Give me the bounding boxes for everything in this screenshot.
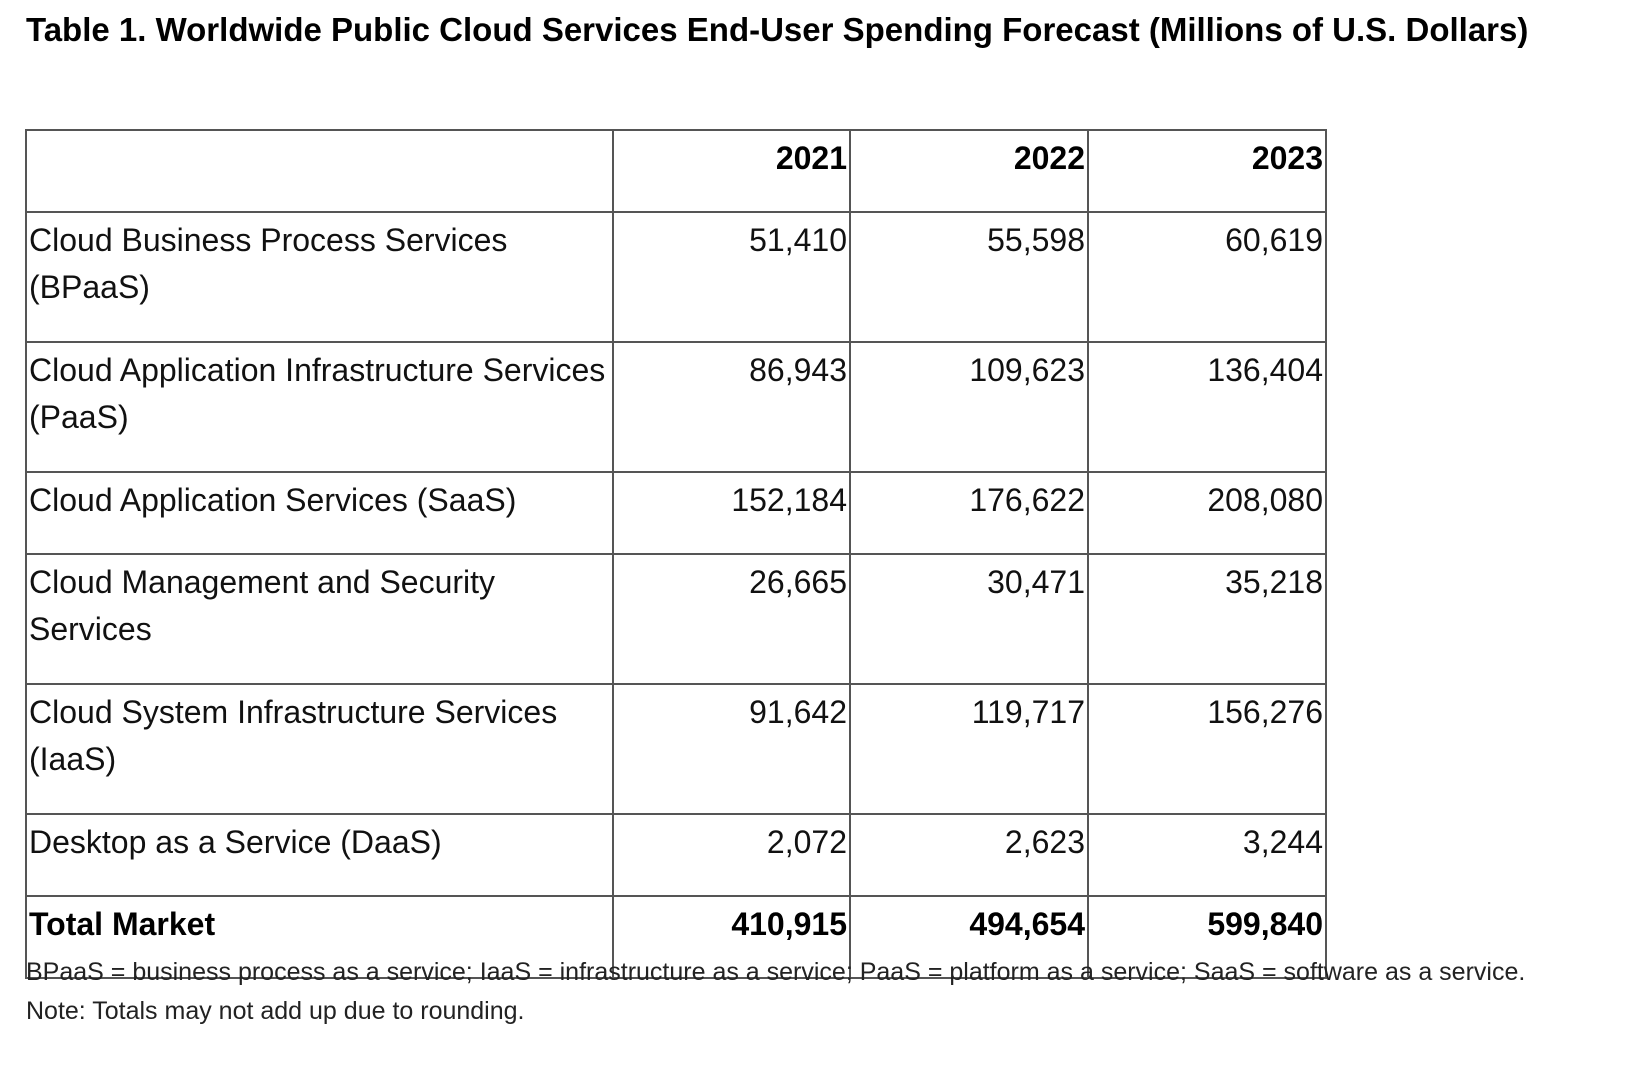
row-label: Cloud System Infrastructure Services (Ia… — [25, 683, 614, 815]
row-label: Cloud Business Process Services (BPaaS) — [25, 211, 614, 343]
table-footnote: BPaaS = business process as a service; I… — [26, 958, 1526, 1025]
row-label: Desktop as a Service (DaaS) — [25, 813, 614, 897]
header-cell-2023: 2023 — [1087, 129, 1327, 213]
value-cell: 60,619 — [1087, 211, 1327, 343]
value-cell: 91,642 — [612, 683, 851, 815]
header-cell-2022: 2022 — [849, 129, 1089, 213]
row-label: Cloud Management and Security Services — [25, 553, 614, 685]
value-cell: 35,218 — [1087, 553, 1327, 685]
value-cell: 109,623 — [849, 341, 1089, 473]
table-row: Cloud Management and Security Services 2… — [25, 553, 1327, 685]
value-cell: 208,080 — [1087, 471, 1327, 555]
value-cell: 119,717 — [849, 683, 1089, 815]
table-row: Cloud Application Services (SaaS) 152,18… — [25, 471, 1327, 555]
table-row: Cloud Application Infrastructure Service… — [25, 341, 1327, 473]
value-cell: 2,623 — [849, 813, 1089, 897]
table-row: Desktop as a Service (DaaS) 2,072 2,623 … — [25, 813, 1327, 897]
total-value-cell: 599,840 — [1087, 895, 1327, 979]
table-row: Cloud Business Process Services (BPaaS) … — [25, 211, 1327, 343]
value-cell: 51,410 — [612, 211, 851, 343]
header-cell-empty — [25, 129, 614, 213]
header-row: 2021 2022 2023 — [25, 129, 1327, 213]
total-label: Total Market — [25, 895, 614, 979]
row-label: Cloud Application Infrastructure Service… — [25, 341, 614, 473]
total-value-cell: 494,654 — [849, 895, 1089, 979]
table-row: Cloud System Infrastructure Services (Ia… — [25, 683, 1327, 815]
total-value-cell: 410,915 — [612, 895, 851, 979]
value-cell: 176,622 — [849, 471, 1089, 555]
total-row: Total Market 410,915 494,654 599,840 — [25, 895, 1327, 979]
value-cell: 2,072 — [612, 813, 851, 897]
value-cell: 30,471 — [849, 553, 1089, 685]
row-label: Cloud Application Services (SaaS) — [25, 471, 614, 555]
value-cell: 86,943 — [612, 341, 851, 473]
value-cell: 152,184 — [612, 471, 851, 555]
header-cell-2021: 2021 — [612, 129, 851, 213]
value-cell: 3,244 — [1087, 813, 1327, 897]
value-cell: 156,276 — [1087, 683, 1327, 815]
value-cell: 26,665 — [612, 553, 851, 685]
value-cell: 55,598 — [849, 211, 1089, 343]
value-cell: 136,404 — [1087, 341, 1327, 473]
spending-forecast-table: 2021 2022 2023 Cloud Business Process Se… — [25, 129, 1327, 979]
table-title: Table 1. Worldwide Public Cloud Services… — [26, 11, 1529, 48]
